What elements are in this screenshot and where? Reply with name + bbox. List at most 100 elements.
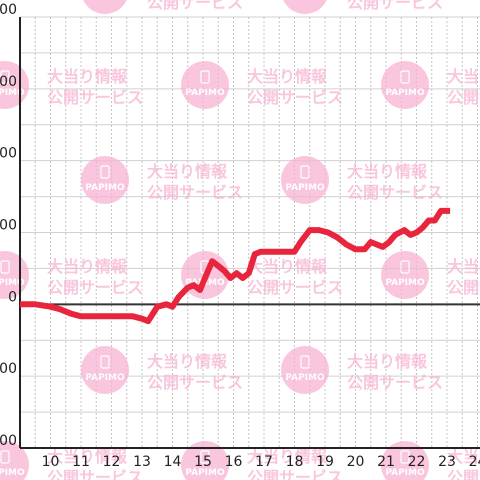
watermark-logo-icon (0, 61, 29, 109)
watermark-line1: 大当り情報 (47, 67, 128, 86)
phone-icon (200, 70, 210, 84)
watermark-line1: 大当り情報 (447, 67, 480, 86)
x-tick-label: 17 (255, 454, 273, 470)
watermark-brand: PAPIMO (285, 0, 325, 3)
phone-icon (0, 450, 10, 464)
watermark-brand: PAPIMO (85, 373, 125, 383)
watermark-line2: 公開サービス (247, 88, 343, 107)
watermark-line2: 公開サービス (347, 0, 443, 12)
watermark-brand: PAPIMO (385, 88, 425, 98)
x-tick-label: 12 (103, 454, 121, 470)
phone-icon (100, 355, 110, 369)
phone-icon (0, 260, 10, 274)
watermark-brand: PAPIMO (0, 88, 25, 98)
watermark-line2: 公開サービス (147, 373, 243, 392)
watermark-logo-icon (81, 156, 129, 204)
watermark-line2: 公開サービス (147, 183, 243, 202)
watermark-line1: 大当り情報 (447, 257, 480, 276)
watermark-line1: 大当り情報 (147, 162, 228, 181)
watermark-logo-icon (281, 346, 329, 394)
watermark-line1: 大当り情報 (147, 352, 228, 371)
watermark-brand: PAPIMO (85, 0, 125, 3)
phone-icon (400, 70, 410, 84)
watermark-line2: 公開サービス (447, 468, 480, 480)
x-tick-label: 18 (286, 454, 304, 470)
watermark-line1: 大当り情報 (347, 162, 428, 181)
watermark-logo-icon (81, 346, 129, 394)
watermark-line1: 大当り情報 (347, 352, 428, 371)
x-tick-label: 23 (438, 454, 456, 470)
watermark-line1: 大当り情報 (47, 447, 128, 466)
watermark-brand: PAPIMO (85, 183, 125, 193)
watermark-logo-icon (0, 251, 29, 299)
watermark-line2: 公開サービス (447, 88, 480, 107)
watermark-line1: 大当り情報 (247, 447, 328, 466)
watermark-line2: 公開サービス (247, 468, 343, 480)
watermark-line2: 公開サービス (147, 0, 243, 12)
watermark-brand: PAPIMO (0, 278, 25, 288)
watermark-line2: 公開サービス (347, 373, 443, 392)
phone-icon (300, 355, 310, 369)
x-tick-label: 19 (316, 454, 334, 470)
phone-icon (200, 450, 210, 464)
watermark-line2: 公開サービス (347, 183, 443, 202)
watermark-brand: PAPIMO (385, 468, 425, 478)
series-line (20, 207, 451, 325)
watermark-line2: 公開サービス (247, 278, 343, 297)
watermark-brand: PAPIMO (385, 278, 425, 288)
x-tick-label: 24 (469, 454, 480, 470)
phone-icon (300, 165, 310, 179)
y-tick-label: -3,000 (0, 361, 17, 377)
x-tick-label: 22 (408, 454, 426, 470)
axes (19, 17, 480, 449)
watermark-logo-icon (83, 0, 127, 14)
x-tick-label: 15 (194, 454, 212, 470)
watermark-logo-icon (181, 61, 229, 109)
watermark-logo-icon (281, 156, 329, 204)
watermark-logo-icon (381, 251, 429, 299)
watermark-line2: 公開サービス (47, 88, 143, 107)
phone-icon (400, 450, 410, 464)
watermark-brand: PAPIMO (185, 88, 225, 98)
watermark-brand: PAPIMO (285, 183, 325, 193)
watermark-line2: 公開サービス (47, 278, 143, 297)
y-tick-label: -6,000 (0, 433, 17, 449)
y-tick-label: 12,000 (0, 2, 17, 18)
phone-icon (0, 70, 10, 84)
phone-icon (100, 165, 110, 179)
watermark-line1: 大当り情報 (447, 447, 480, 466)
watermark-logo-icon (381, 441, 429, 480)
watermark-line1: 大当り情報 (47, 257, 128, 276)
y-tick-label: 9,000 (0, 74, 17, 90)
watermark-brand: PAPIMO (185, 468, 225, 478)
watermark-logo-icon (381, 61, 429, 109)
x-tick-label: 11 (72, 454, 90, 470)
watermark-logo-icon (283, 0, 327, 14)
phone-icon (400, 260, 410, 274)
x-tick-label: 13 (133, 454, 151, 470)
x-tick-label: 21 (377, 454, 395, 470)
x-tick-label: 14 (164, 454, 182, 470)
y-tick-label: 6,000 (0, 146, 17, 162)
x-tick-label: 10 (42, 454, 60, 470)
y-tick-label: 3,000 (0, 218, 17, 234)
watermark-line2: 公開サービス (47, 468, 143, 480)
tick-labels: -6,000 -3,000 0 3,000 6,000 9,000 12,000 10 11 12… (0, 2, 480, 470)
watermark-logo-icon (181, 441, 229, 480)
